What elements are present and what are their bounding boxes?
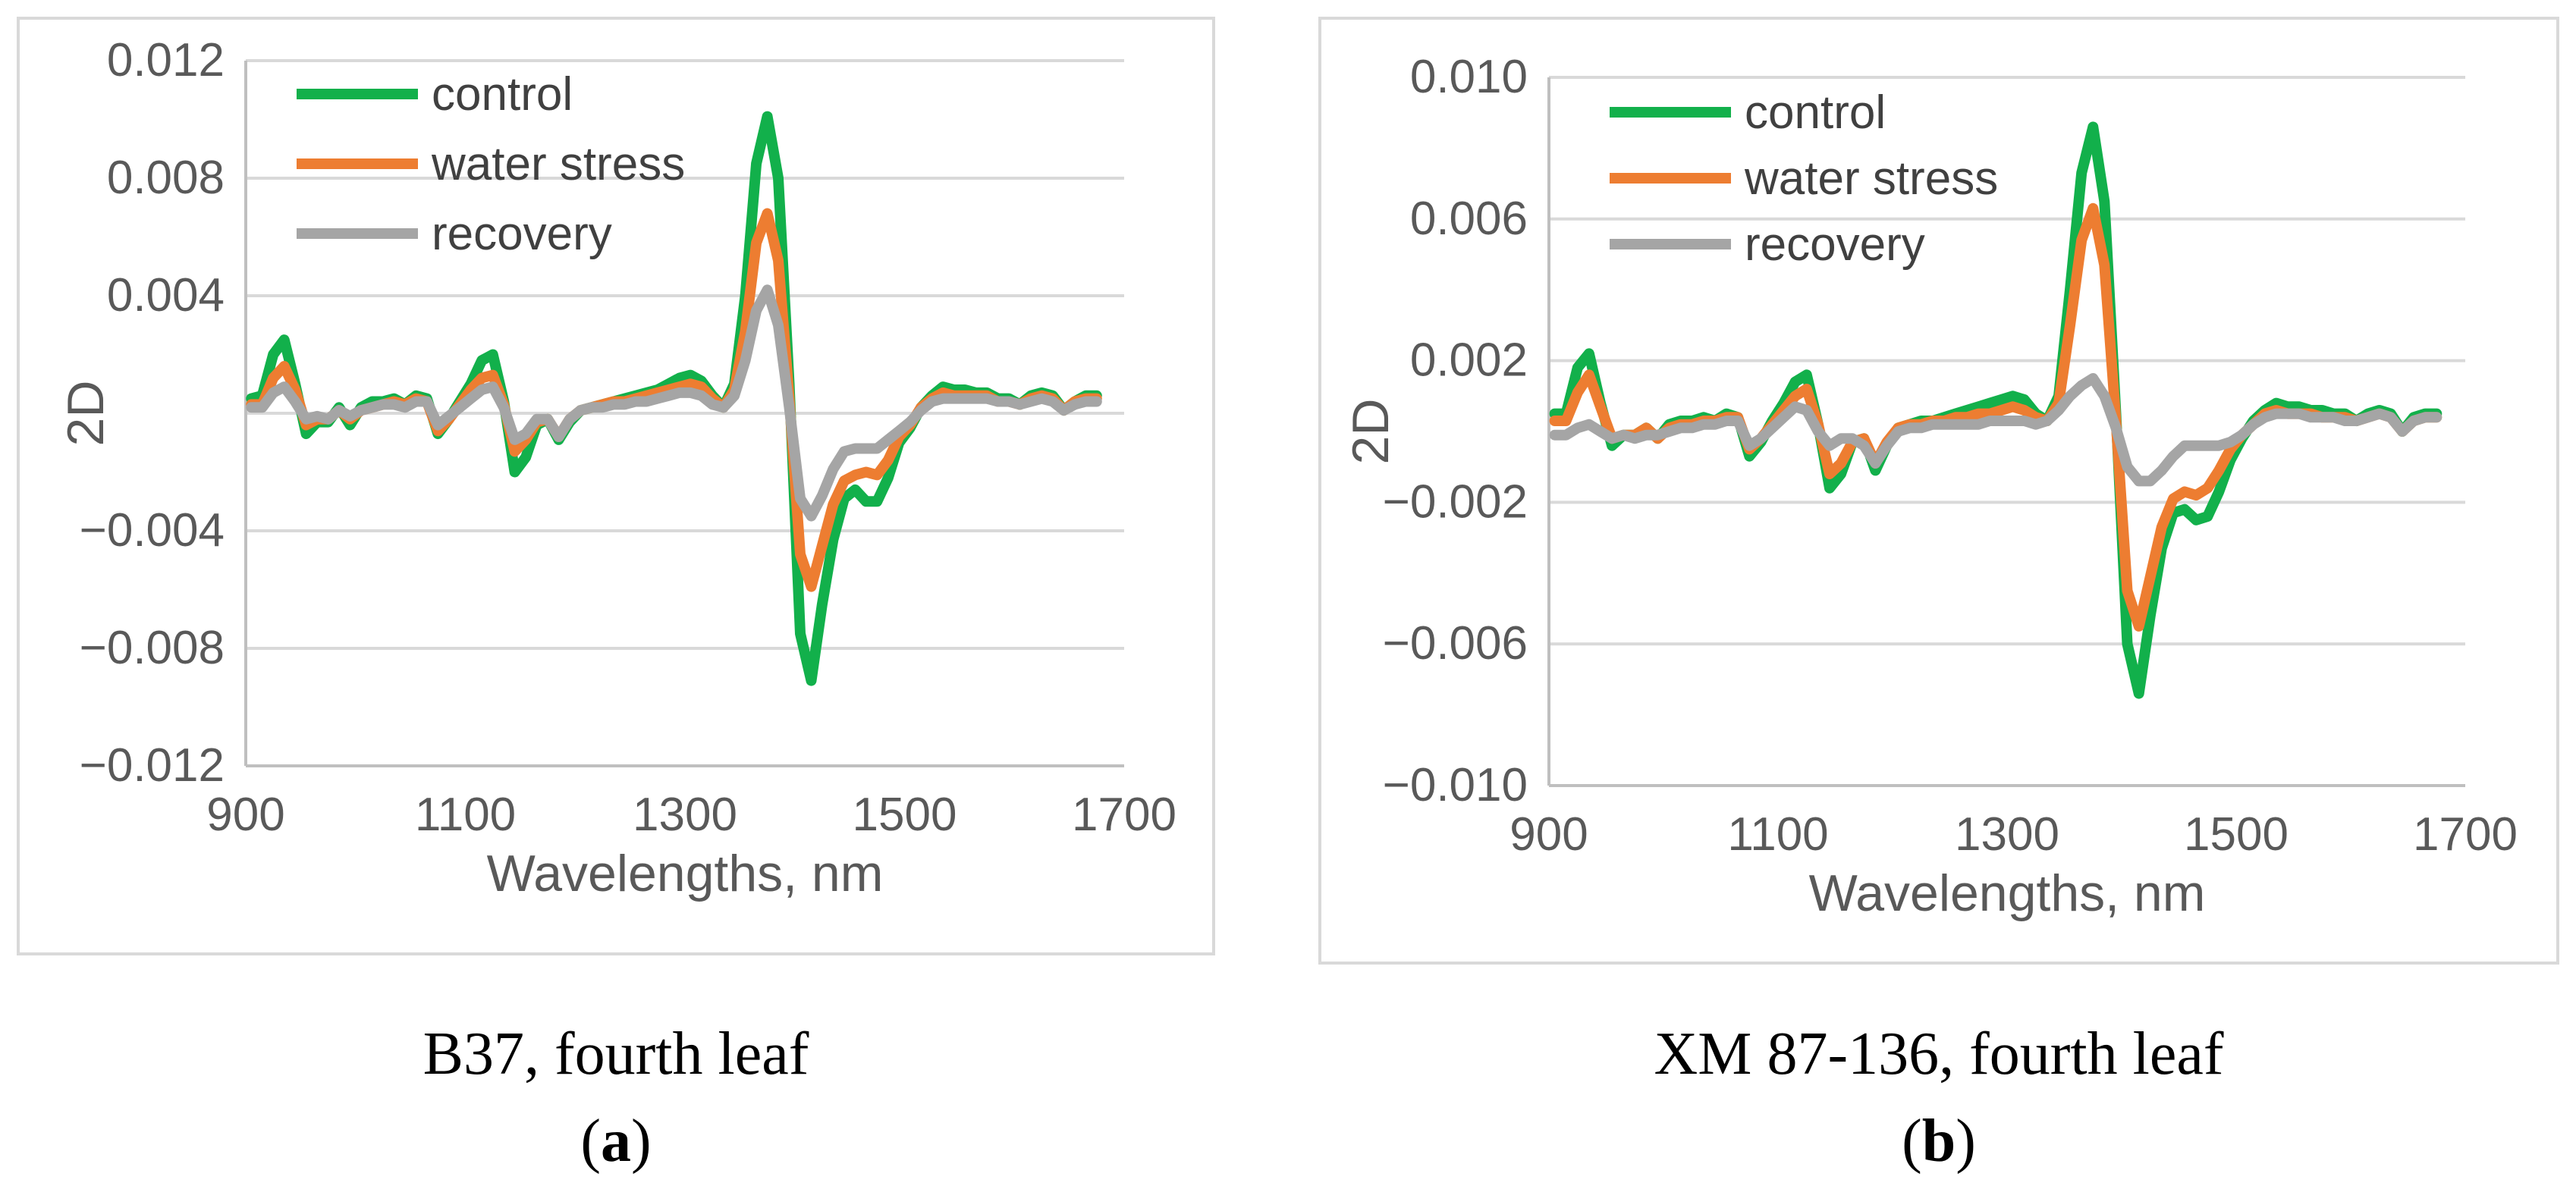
c0-ytick-label: −0.008 [80,622,225,674]
c1-ytick-label: 0.002 [1410,334,1528,387]
c0-legend-label-recovery: recovery [432,208,612,260]
c1-ytick-label: 0.010 [1410,51,1528,103]
c1-x-axis-label: Wavelengths, nm [1809,864,2206,922]
c1-series-line-recovery [1549,373,2442,487]
c1-xtick-label: 1500 [2184,808,2289,861]
c0-series-line-recovery [246,284,1102,522]
sublabel-a: (a) [580,1108,652,1175]
c0-x-axis-label: Wavelengths, nm [487,845,884,902]
c0-ytick-label: 0.008 [107,152,225,204]
c0-xtick-label: 900 [206,789,284,841]
c1-xtick-label: 900 [1509,808,1588,861]
c1-legend-label-recovery: recovery [1745,218,1925,271]
chart-panel-a: 0.012 0.008 0.004 −0.004 −0.008 −0.012 900 1100… [17,17,1215,955]
c1-y-axis-label: 2D [1342,399,1400,465]
c1-ytick-label: −0.010 [1383,759,1528,811]
c1-xtick-label: 1100 [1727,808,1828,861]
c1-legend-label-control: control [1745,86,1886,139]
c0-ytick-label: −0.012 [80,739,225,792]
sublabel-b-letter: b [1921,1108,1956,1175]
caption-b: XM 87-136, fourth leaf [1654,1021,2224,1087]
c0-ytick-label: 0.004 [107,269,225,322]
c0-xtick-label: 1700 [1072,789,1176,841]
c0-xtick-label: 1100 [415,789,516,841]
c0-y-axis-label: 2D [57,381,115,447]
c0-legend-label-water-stress: water stress [431,138,685,190]
sublabel-b: (b) [1902,1108,1976,1175]
c0-legend-label-control: control [432,68,573,121]
chart-panel-b: 0.010 0.006 0.002 −0.002 −0.006 −0.010 900 1100… [1318,17,2559,965]
c1-ytick-label: −0.006 [1383,617,1528,670]
caption-a: B37, fourth leaf [423,1021,809,1087]
c1-xtick-label: 1300 [1955,808,2059,861]
c1-ytick-label: −0.002 [1383,475,1528,528]
c1-ytick-label: 0.006 [1410,193,1528,245]
sublabel-a-letter: a [601,1108,631,1175]
c0-xtick-label: 1300 [633,789,737,841]
c1-legend-label-water-stress: water stress [1744,152,1998,205]
c0-ytick-label: −0.004 [80,504,225,557]
c1-xtick-label: 1700 [2413,808,2518,861]
c0-ytick-label: 0.012 [107,34,225,86]
c0-xtick-label: 1500 [853,789,957,841]
